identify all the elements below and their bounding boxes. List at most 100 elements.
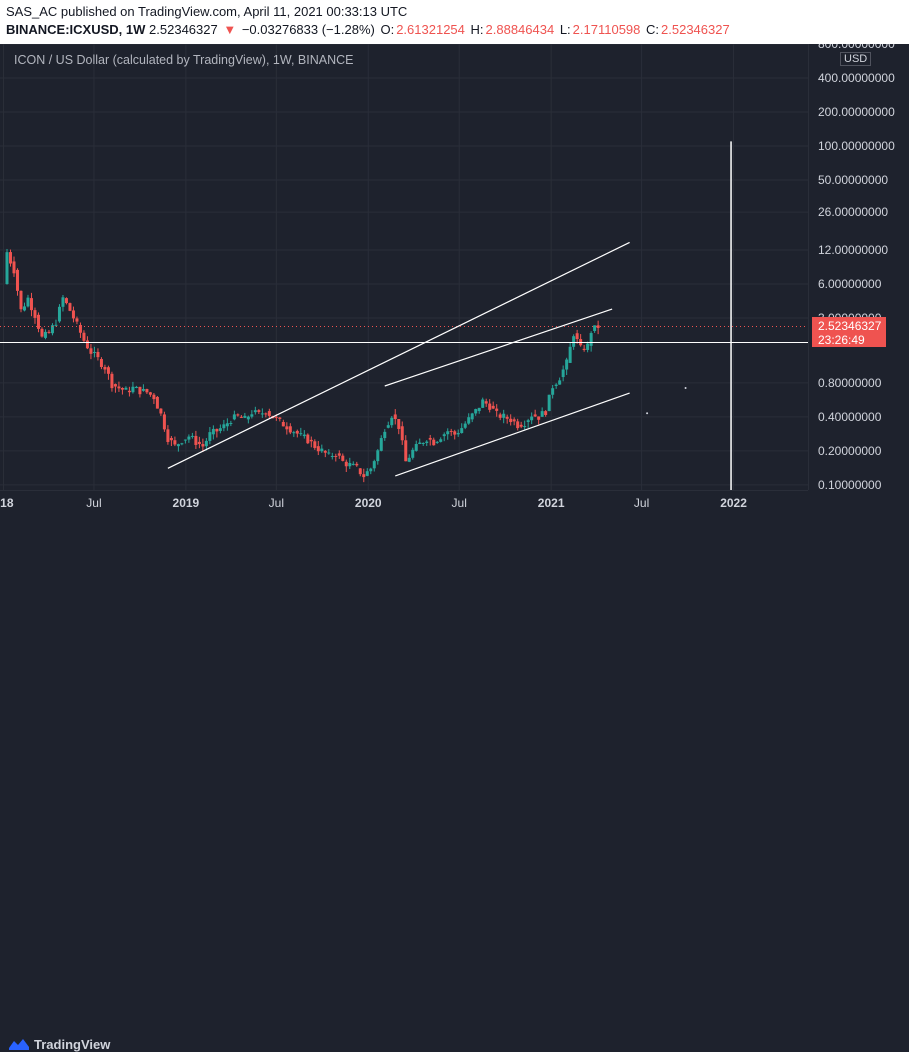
candle-body <box>197 441 201 445</box>
y-tick-label: 6.00000000 <box>818 277 882 291</box>
y-tick-label: 26.00000000 <box>818 205 888 219</box>
candle-body <box>491 405 495 409</box>
candle-body <box>106 367 110 374</box>
candle-body <box>68 303 72 311</box>
candle-body <box>99 359 103 368</box>
candle-body <box>376 450 380 462</box>
candle-body <box>505 416 509 419</box>
candle-body <box>330 455 334 457</box>
candle-body <box>155 396 159 409</box>
candle-body <box>470 413 474 420</box>
candle-body <box>264 413 268 415</box>
bar-countdown: 23:26:49 <box>818 333 865 347</box>
candle-body <box>327 452 331 454</box>
candle-body <box>460 428 464 434</box>
candle-body <box>47 331 51 333</box>
candle-body <box>442 434 446 437</box>
chart-title: ICON / US Dollar (calculated by TradingV… <box>14 53 354 67</box>
marker-dot <box>646 412 649 415</box>
candle-body <box>554 384 558 386</box>
candle-body <box>481 399 485 408</box>
candle-body <box>204 440 208 447</box>
candle-body <box>586 343 590 350</box>
footer: TradingView <box>0 512 909 1052</box>
candle-body <box>12 261 16 274</box>
candle-body <box>134 386 138 389</box>
candle-body <box>589 333 593 346</box>
candle-body <box>292 432 296 434</box>
candle-body <box>596 325 600 328</box>
candle-body <box>372 461 376 469</box>
candle-body <box>432 439 436 446</box>
last-price: 2.52346327 <box>149 22 218 37</box>
candle-body <box>453 431 457 435</box>
candle-body <box>232 414 236 420</box>
candle-body <box>344 461 348 467</box>
time-axis[interactable] <box>0 490 808 513</box>
candle-body <box>120 388 124 390</box>
candle-body <box>92 351 96 353</box>
candle-body <box>400 426 404 441</box>
x-tick-label: Jul <box>634 496 649 510</box>
candle-body <box>414 444 418 451</box>
candle-body <box>236 414 240 416</box>
candle-body <box>530 416 534 421</box>
candle-body <box>348 462 352 467</box>
trend-line <box>167 241 630 469</box>
y-tick-label: 50.00000000 <box>818 173 888 187</box>
candle-body <box>537 416 541 420</box>
candle-body <box>5 252 9 284</box>
ohlc-readout: BINANCE:ICXUSD, 1W 2.52346327 ▼ −0.03276… <box>6 22 732 37</box>
candle-body <box>435 441 439 443</box>
chart-pane[interactable] <box>0 44 808 490</box>
current-price-value: 2.52346327 <box>818 319 882 333</box>
candle-body <box>295 430 299 434</box>
symbol-name[interactable]: BINANCE:ICXUSD, 1W <box>6 22 146 37</box>
candle-body <box>316 446 320 452</box>
x-tick-label: 2019 <box>173 496 200 510</box>
candle-body <box>8 252 12 264</box>
candle-body <box>281 422 285 427</box>
candle-body <box>446 431 450 435</box>
candle-body <box>260 413 264 415</box>
high-label: H: <box>470 22 484 37</box>
candle-body <box>267 411 271 416</box>
marker-dot <box>684 387 687 390</box>
candle-body <box>218 428 222 431</box>
candle-body <box>362 474 366 478</box>
candle-body <box>40 328 44 337</box>
candle-body <box>575 333 579 340</box>
chart-canvas[interactable]: 800.00000000 400.00000000 200.00000000 100.… <box>0 44 909 514</box>
open-value: 2.61321254 <box>396 22 465 37</box>
y-tick-label: 12.00000000 <box>818 243 888 257</box>
candle-body <box>33 310 37 318</box>
candle-body <box>22 306 26 311</box>
candle-body <box>225 423 229 427</box>
candle-body <box>516 421 520 429</box>
candle-body <box>183 439 187 441</box>
trend-line <box>395 392 630 477</box>
candle-body <box>54 324 58 326</box>
brand-name[interactable]: TradingView <box>34 1037 111 1052</box>
candle-body <box>355 463 359 466</box>
candle-body <box>127 390 131 393</box>
candle-body <box>565 359 569 370</box>
candle-body <box>313 441 317 448</box>
open-label: O: <box>380 22 395 37</box>
y-tick-label: 800.00000000 <box>818 44 895 51</box>
currency-label[interactable]: USD <box>840 52 872 66</box>
candle-body <box>246 416 250 420</box>
candle-body <box>194 435 198 445</box>
candle-body <box>103 367 107 370</box>
candle-body <box>285 426 289 430</box>
candle-body <box>488 403 492 410</box>
candle-body <box>540 411 544 417</box>
price-axis[interactable] <box>808 44 909 490</box>
candle-body <box>523 426 527 428</box>
candle-body <box>474 409 478 414</box>
candle-body <box>274 416 278 418</box>
candle-body <box>239 416 243 418</box>
candle-body <box>379 438 383 451</box>
candle-body <box>428 437 432 440</box>
candle-body <box>124 387 128 390</box>
